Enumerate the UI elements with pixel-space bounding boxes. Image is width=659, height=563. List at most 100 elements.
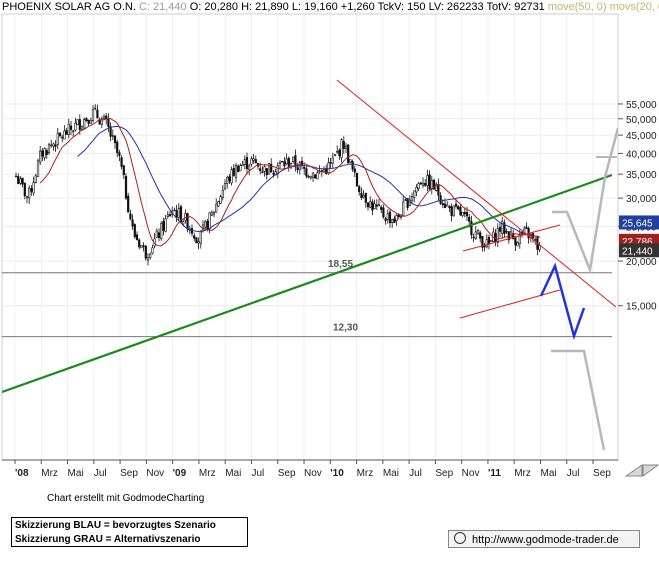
candle-body: [320, 170, 323, 172]
candle-body: [19, 178, 22, 184]
x-tick-label: Sep: [593, 468, 611, 479]
candle-body: [232, 168, 235, 176]
x-tick-label: Jul: [251, 468, 264, 479]
ma-label-1: move(50, 0): [547, 1, 607, 13]
candle-body: [76, 119, 79, 125]
candle-body: [47, 144, 51, 153]
candle-body: [430, 179, 433, 189]
website-link[interactable]: http://www.godmode-trader.de: [448, 530, 640, 548]
candle-body: [340, 139, 343, 158]
candle-body: [43, 148, 46, 159]
candle-body: [384, 218, 387, 221]
candle-body: [342, 141, 345, 149]
candle-body: [380, 206, 383, 210]
gray-scenario-down: [551, 349, 606, 451]
candle-body: [397, 214, 400, 217]
candle-body: [490, 239, 493, 243]
candle-body: [25, 195, 29, 198]
candle-body: [314, 174, 317, 179]
x-tick-label: Jul: [409, 468, 422, 479]
candle-body: [155, 230, 158, 238]
candle-body: [17, 176, 20, 184]
candle-body: [56, 132, 59, 145]
candle-body: [23, 183, 26, 197]
candle-body: [424, 183, 427, 186]
x-tick-label: '08: [15, 468, 29, 479]
candle-body: [285, 158, 288, 165]
candle-body: [391, 219, 394, 223]
x-tick-label: '09: [173, 468, 187, 479]
candle-body: [309, 176, 312, 179]
candle-body: [52, 143, 55, 147]
candle-body: [124, 175, 128, 199]
candle-body: [166, 214, 169, 217]
candle-body: [45, 150, 48, 155]
ma-50-line: [77, 126, 540, 238]
candle-body: [50, 144, 53, 147]
candle-body: [100, 118, 103, 125]
candle-body: [259, 168, 262, 171]
trend-drawings: 18,55 12,30: [2, 79, 618, 451]
candle-body: [360, 192, 363, 199]
candle-body: [219, 196, 222, 204]
candle-body: [421, 182, 425, 186]
y-tick-label: 30,000: [626, 194, 657, 205]
candle-body: [347, 144, 350, 164]
candle-body: [443, 203, 447, 208]
candle-body: [133, 224, 136, 237]
x-tick-label: Mrz: [199, 468, 216, 479]
candle-body: [287, 157, 290, 167]
candle-body: [58, 132, 62, 137]
total-volume: TotV: 92731: [486, 1, 545, 13]
candle-body: [353, 168, 356, 173]
candle-body: [465, 211, 469, 217]
x-tick-label: Mai: [540, 468, 556, 479]
y-tick-label: 40,000: [626, 149, 657, 160]
candle-body: [182, 221, 185, 225]
candle-body: [54, 144, 57, 147]
candle-body: [333, 154, 337, 157]
candle-body: [36, 160, 40, 177]
candle-body: [355, 172, 359, 187]
x-tick-label: Nov: [462, 468, 480, 479]
candle-body: [217, 201, 220, 207]
candle-body: [432, 179, 436, 190]
x-tick-label: Sep: [120, 468, 138, 479]
candle-body: [61, 136, 64, 139]
candle-body: [344, 145, 348, 149]
scroll-right-arrow-icon[interactable]: [624, 464, 643, 477]
candle-body: [138, 239, 141, 248]
candle-body: [435, 183, 438, 191]
y-tick-label: 55,000: [626, 100, 657, 111]
candle-body: [69, 125, 73, 130]
candle-body: [373, 203, 376, 210]
candle-body: [474, 231, 477, 239]
candle-body: [419, 182, 422, 185]
candle-body: [248, 165, 251, 170]
candle-body: [41, 150, 44, 157]
x-tick-label: Mrz: [514, 468, 531, 479]
candle-body: [243, 159, 246, 165]
candle-body: [162, 221, 165, 231]
candle-body: [164, 218, 167, 232]
candle-body: [118, 152, 121, 156]
y-tick-label: 45,000: [626, 131, 657, 142]
x-tick-label: Jul: [94, 468, 107, 479]
x-tick-label: Jul: [567, 468, 580, 479]
candle-body: [127, 195, 130, 213]
candle-body: [331, 157, 334, 164]
candle-body: [386, 213, 389, 220]
candle-body: [107, 118, 110, 127]
instrument-name: PHOENIX SOLAR AG O.N.: [2, 1, 136, 13]
candle-body: [375, 204, 378, 207]
price-tag-box: [619, 243, 659, 258]
blue-scenario-path: [539, 262, 586, 341]
candle-body: [417, 183, 420, 189]
candle-body: [498, 226, 502, 232]
candle-body: [129, 213, 132, 220]
candle-body: [228, 176, 231, 182]
legend-gray: Skizzierung GRAU = Alternativszenario: [15, 534, 201, 545]
x-tick-label: Mrz: [357, 468, 374, 479]
scroll-left-arrow-icon[interactable]: [642, 464, 659, 477]
candle-body: [195, 237, 198, 244]
